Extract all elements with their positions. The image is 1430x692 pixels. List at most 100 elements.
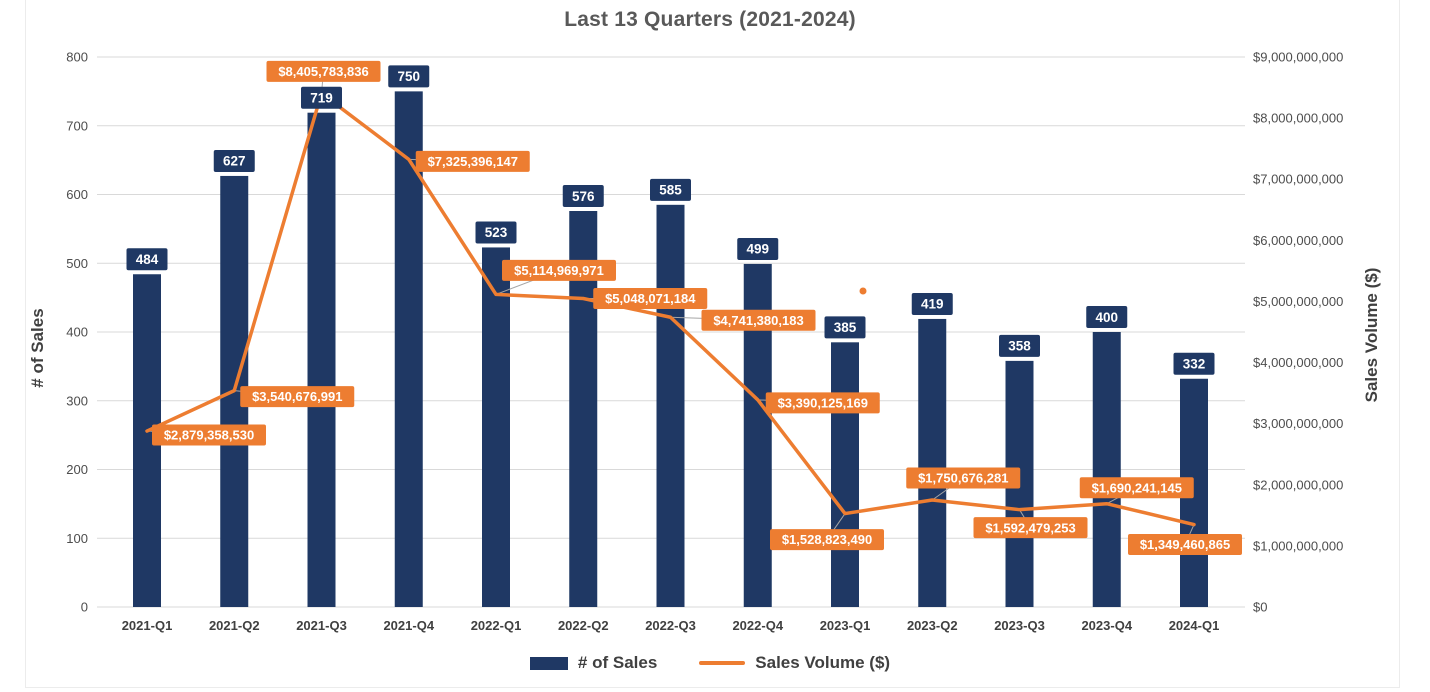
bar-value-label: 419 [921,297,944,312]
x-axis-tick-label: 2023-Q2 [907,618,958,633]
volume-value-badge [152,424,266,446]
bar-value-label: 385 [834,320,857,335]
sales-bar [482,247,510,607]
bar-value-badge [911,292,953,315]
bar-value-badge [999,334,1040,357]
y-axis-tick-label: 0 [81,600,88,615]
y-axis-tick-label: 400 [66,325,88,340]
bar-value-label: 585 [659,183,682,198]
bar-value-label: 332 [1183,357,1206,372]
volume-value-label: $5,048,071,184 [605,291,696,306]
x-axis-tick-label: 2023-Q3 [994,618,1045,633]
volume-value-badge [765,392,880,414]
volume-value-badge [701,309,816,331]
bar-value-label: 719 [310,90,333,105]
y2-axis-tick-label: $0 [1253,600,1267,615]
bar-value-label: 576 [572,189,595,204]
sales-bar [918,318,947,607]
sales-bar [1092,332,1121,607]
volume-value-label: $5,114,969,971 [514,263,604,278]
volume-value-label: $2,879,358,530 [164,428,254,443]
y2-axis-tick-label: $7,000,000,000 [1253,172,1343,187]
volume-value-badge [770,529,884,551]
volume-value-label: $1,690,241,145 [1092,480,1182,495]
sales-bar [656,204,685,607]
bar-value-badge [126,248,168,271]
y2-axis-title: Sales Volume ($) [1362,267,1381,403]
y-axis-tick-label: 500 [66,256,88,271]
stray-orange-dot [859,287,867,295]
bar-value-badge [737,237,779,260]
legend-sales-label: # of Sales [577,653,658,672]
volume-value-badge [266,60,381,82]
bar-value-badge [1173,352,1215,375]
volume-value-badge [502,259,616,281]
bar-value-label: 523 [485,225,508,240]
bar-value-badge [388,65,430,88]
volume-value-label: $8,405,783,836 [278,64,368,79]
volume-value-badge [1128,534,1242,556]
y2-axis-tick-label: $8,000,000,000 [1253,111,1343,126]
legend-line-swatch [699,661,746,665]
y-axis-title: # of Sales [28,308,47,388]
volume-value-label: $1,750,676,281 [918,471,1008,486]
legend: # of Sales Sales Volume ($) [0,653,1420,673]
bar-value-badge [301,86,342,109]
x-axis-tick-label: 2021-Q2 [209,618,260,633]
y2-axis-tick-label: $4,000,000,000 [1253,355,1343,370]
x-axis-tick-label: 2022-Q3 [645,618,696,633]
bar-value-badge [824,316,866,339]
volume-value-label: $1,592,479,253 [985,520,1075,535]
y2-axis-tick-label: $3,000,000,000 [1253,416,1343,431]
volume-value-label: $3,540,676,991 [252,389,342,404]
x-axis-tick-label: 2023-Q4 [1081,618,1132,633]
volume-value-label: $7,325,396,147 [428,154,518,169]
y2-axis-tick-label: $5,000,000,000 [1253,294,1343,309]
y-axis-tick-label: 200 [66,462,88,477]
chart-title: Last 13 Quarters (2021-2024) [564,8,856,31]
volume-value-badge [415,150,530,172]
legend-volume-label: Sales Volume ($) [755,653,891,672]
x-axis-tick-label: 2024-Q1 [1169,618,1220,633]
bar-value-badge [562,185,604,207]
volume-value-label: $4,741,380,183 [713,313,803,328]
y-axis-tick-label: 100 [66,531,88,546]
x-axis-tick-label: 2022-Q1 [471,618,522,633]
x-axis-tick-label: 2023-Q1 [820,618,871,633]
volume-value-label: $1,528,823,490 [782,532,872,547]
volume-value-badge [906,467,1021,489]
bar-value-badge [650,178,691,201]
bar-value-label: 750 [397,69,420,84]
x-axis-tick-label: 2022-Q2 [558,618,609,633]
volume-value-label: $1,349,460,865 [1140,537,1230,552]
x-axis-tick-label: 2021-Q3 [296,618,347,633]
volume-value-badge [593,288,708,310]
bar-value-label: 358 [1008,339,1031,354]
bar-value-label: 499 [746,242,769,257]
bar-value-label: 627 [223,154,246,169]
sales-bar [394,91,423,607]
y-axis-tick-label: 600 [66,187,88,202]
y2-axis-tick-label: $9,000,000,000 [1253,50,1343,65]
volume-value-label: $3,390,125,169 [778,395,868,410]
x-axis-tick-label: 2022-Q4 [732,618,783,633]
bar-value-badge [1086,306,1128,328]
volume-value-badge [240,386,355,408]
y-axis-tick-label: 800 [66,50,88,65]
bar-value-label: 484 [136,252,159,267]
y2-axis-tick-label: $1,000,000,000 [1253,538,1343,553]
sales-bar [307,112,336,607]
bar-value-badge [213,149,255,172]
y-axis-tick-label: 700 [66,118,88,133]
bar-value-label: 400 [1095,310,1118,325]
y2-axis-tick-label: $6,000,000,000 [1253,233,1343,248]
volume-value-badge [973,517,1088,539]
x-axis-tick-label: 2021-Q1 [122,618,173,633]
y-axis-tick-label: 300 [66,393,88,408]
sales-bar [831,342,859,607]
y2-axis-tick-label: $2,000,000,000 [1253,477,1343,492]
volume-value-badge [1079,477,1194,499]
x-axis-tick-label: 2021-Q4 [383,618,434,633]
